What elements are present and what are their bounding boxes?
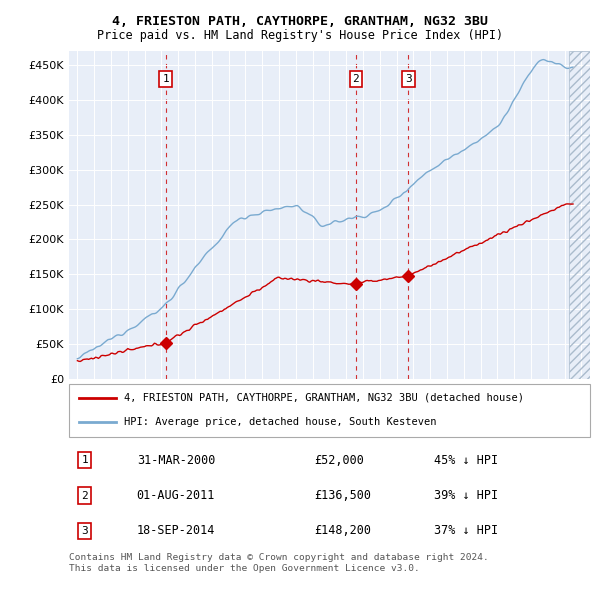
- Text: 2: 2: [81, 491, 88, 500]
- Text: £52,000: £52,000: [314, 454, 364, 467]
- Text: 31-MAR-2000: 31-MAR-2000: [137, 454, 215, 467]
- Text: 3: 3: [405, 74, 412, 84]
- Text: 37% ↓ HPI: 37% ↓ HPI: [434, 525, 497, 537]
- Text: 4, FRIESTON PATH, CAYTHORPE, GRANTHAM, NG32 3BU: 4, FRIESTON PATH, CAYTHORPE, GRANTHAM, N…: [112, 15, 488, 28]
- Text: 18-SEP-2014: 18-SEP-2014: [137, 525, 215, 537]
- Bar: [569, 51, 598, 379]
- Text: £148,200: £148,200: [314, 525, 371, 537]
- Text: 01-AUG-2011: 01-AUG-2011: [137, 489, 215, 502]
- FancyBboxPatch shape: [69, 384, 590, 437]
- Text: HPI: Average price, detached house, South Kesteven: HPI: Average price, detached house, Sout…: [124, 417, 436, 427]
- Text: 1: 1: [162, 74, 169, 84]
- Text: Contains HM Land Registry data © Crown copyright and database right 2024.
This d: Contains HM Land Registry data © Crown c…: [69, 553, 489, 573]
- Text: 3: 3: [81, 526, 88, 536]
- Text: 45% ↓ HPI: 45% ↓ HPI: [434, 454, 497, 467]
- Text: Price paid vs. HM Land Registry's House Price Index (HPI): Price paid vs. HM Land Registry's House …: [97, 30, 503, 42]
- Text: 39% ↓ HPI: 39% ↓ HPI: [434, 489, 497, 502]
- Text: 4, FRIESTON PATH, CAYTHORPE, GRANTHAM, NG32 3BU (detached house): 4, FRIESTON PATH, CAYTHORPE, GRANTHAM, N…: [124, 393, 524, 403]
- Bar: [569, 51, 598, 379]
- Text: 1: 1: [81, 455, 88, 465]
- Text: 2: 2: [353, 74, 359, 84]
- Text: £136,500: £136,500: [314, 489, 371, 502]
